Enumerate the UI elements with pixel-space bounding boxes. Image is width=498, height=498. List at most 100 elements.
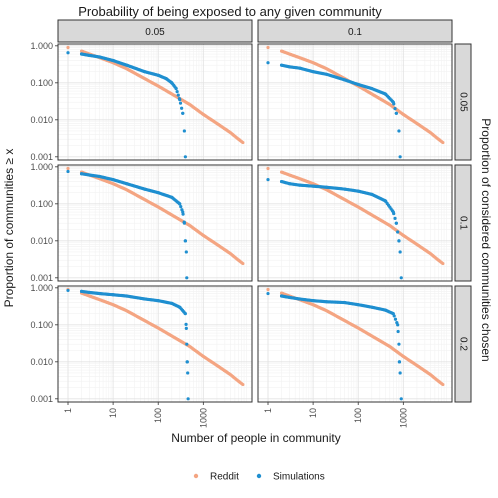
- simulation-point: [143, 297, 147, 301]
- simulation-point: [311, 299, 315, 303]
- simulation-point: [397, 360, 402, 364]
- simulation-point: [125, 63, 129, 67]
- simulation-point: [391, 100, 395, 104]
- simulation-point: [66, 169, 70, 174]
- simulation-point: [383, 308, 387, 312]
- simulation-point: [396, 230, 400, 234]
- simulation-point: [311, 70, 315, 74]
- simulation-point: [176, 93, 180, 97]
- y-tick-label: 1.000: [30, 162, 53, 172]
- series-simulations: [66, 51, 187, 159]
- simulation-point: [183, 312, 187, 316]
- simulation-point: [399, 276, 403, 280]
- series-simulations: [66, 288, 190, 401]
- simulation-point: [143, 70, 147, 74]
- facet-panel: [257, 285, 453, 403]
- facet-panel: [57, 164, 253, 282]
- simulation-point: [79, 52, 84, 56]
- legend: Reddit Simulations: [193, 472, 325, 483]
- x-tick-label: 1000: [198, 408, 208, 428]
- simulation-point: [184, 322, 188, 326]
- simulation-point: [170, 81, 174, 85]
- panel-border: [257, 43, 453, 161]
- simulation-point: [178, 305, 182, 309]
- simulation-point: [125, 294, 129, 298]
- simulation-point: [180, 106, 184, 110]
- simulation-point: [266, 61, 270, 65]
- y-tick-label: 0.010: [30, 357, 53, 367]
- y-tick-label: 0.001: [30, 273, 53, 283]
- simulation-point: [181, 210, 185, 214]
- simulation-point: [181, 111, 185, 115]
- simulation-point: [111, 293, 115, 297]
- simulation-point: [287, 295, 292, 300]
- y-axis-label: Proportion of communities ≥ x: [2, 149, 16, 308]
- simulation-point: [397, 129, 401, 133]
- panel-border: [57, 164, 253, 282]
- reddit-point: [266, 287, 270, 292]
- x-tick-label: 1000: [398, 408, 408, 428]
- reddit-point: [266, 45, 270, 50]
- facet-panel: [257, 164, 453, 282]
- simulation-point: [343, 78, 347, 82]
- simulation-point: [156, 73, 160, 77]
- reddit-point: [266, 166, 270, 171]
- panel-border: [257, 164, 453, 282]
- reddit-point: [441, 261, 445, 266]
- simulation-point: [156, 191, 160, 195]
- reddit-point: [241, 382, 245, 387]
- y-tick-label: 0.010: [30, 115, 53, 125]
- simulation-point: [156, 299, 160, 303]
- simulation-point: [396, 329, 400, 334]
- simulation-point: [184, 250, 188, 254]
- row-strip-label: 0.05: [457, 92, 468, 112]
- chart-title: Probability of being exposed to any give…: [78, 4, 382, 19]
- row-strip-label: 0.2: [457, 337, 468, 351]
- simulation-point: [182, 221, 186, 225]
- reddit-point: [241, 140, 245, 145]
- simulation-point: [97, 291, 102, 296]
- y-tick-label: 1.000: [30, 41, 53, 51]
- simulation-point: [183, 239, 187, 243]
- x-tick-label: 100: [153, 408, 163, 423]
- series-reddit: [266, 45, 445, 145]
- simulation-point: [370, 192, 374, 196]
- series-simulations: [66, 169, 189, 280]
- x-tick-label: 1: [63, 408, 73, 413]
- col-strip: [57, 19, 253, 43]
- simulation-point: [175, 89, 179, 94]
- simulation-point: [396, 323, 400, 327]
- simulation-point: [182, 129, 186, 133]
- col-strip: [257, 19, 453, 43]
- simulation-point: [279, 294, 284, 298]
- simulation-point: [66, 51, 70, 55]
- simulation-point: [111, 178, 115, 182]
- simulation-point: [393, 106, 397, 111]
- series-reddit: [266, 287, 445, 387]
- simulation-point: [170, 301, 174, 305]
- simulation-point: [325, 72, 329, 76]
- simulation-point: [266, 291, 270, 296]
- simulation-point: [391, 210, 395, 214]
- facet-panel: [257, 43, 453, 161]
- series-reddit: [266, 166, 445, 266]
- simulation-point: [87, 290, 92, 295]
- simulation-point: [185, 360, 189, 364]
- simulation-point: [311, 184, 315, 188]
- x-tick-label: 10: [308, 408, 318, 418]
- simulation-point: [398, 371, 402, 375]
- simulation-point: [79, 172, 84, 176]
- simulation-point: [279, 179, 284, 184]
- simulation-point: [297, 297, 302, 301]
- row-strip: [454, 285, 472, 403]
- row-strip-label: 0.1: [457, 216, 468, 230]
- simulation-point: [170, 195, 174, 199]
- x-tick-label: 10: [108, 408, 118, 418]
- legend-label: Reddit: [210, 472, 239, 483]
- simulation-point: [143, 187, 147, 191]
- simulation-point: [111, 58, 115, 63]
- y-tick-label: 1.000: [30, 283, 53, 293]
- simulation-point: [186, 371, 190, 375]
- reddit-point: [441, 382, 445, 387]
